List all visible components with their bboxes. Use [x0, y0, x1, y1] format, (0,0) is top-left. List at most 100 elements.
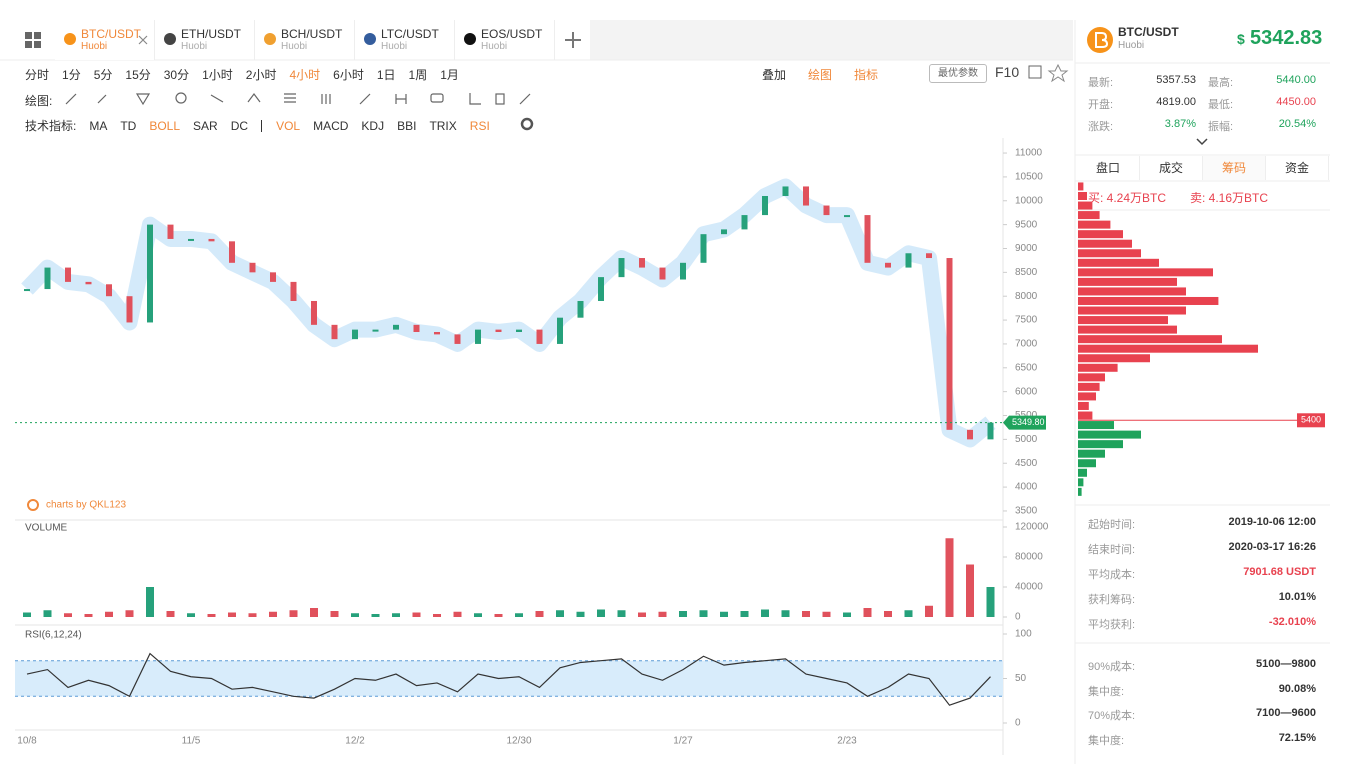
- tab[interactable]: ETH/USDT Huobi: [155, 20, 255, 60]
- interval-option[interactable]: 30分: [163, 68, 190, 82]
- volume-bar: [576, 611, 585, 617]
- volume-bar: [658, 611, 667, 617]
- separator: [261, 119, 263, 132]
- chip-bar: [1078, 268, 1213, 277]
- toolbar-action[interactable]: 叠加: [762, 68, 787, 82]
- indicator-option[interactable]: TRIX: [429, 118, 457, 133]
- x-tick-label: 1/27: [673, 736, 693, 747]
- add-tab[interactable]: [565, 32, 581, 48]
- tab-symbol: BTC/USDT: [81, 27, 141, 41]
- interval-option[interactable]: 1日: [376, 68, 396, 82]
- y-tick-label: 7000: [1015, 339, 1038, 350]
- candle: [167, 224, 174, 239]
- indicator-option[interactable]: MA: [89, 118, 108, 133]
- side-tab[interactable]: 盘口: [1077, 156, 1140, 180]
- settings-icon[interactable]: [520, 117, 534, 131]
- indicator-option[interactable]: BBI: [397, 118, 417, 133]
- detail-value: 2019-10-06 12:00: [1228, 516, 1316, 528]
- candle: [208, 238, 215, 242]
- y-tick-label: 5000: [1015, 434, 1038, 445]
- volume-bar: [884, 611, 892, 617]
- volume-bar: [269, 611, 277, 617]
- toolbar-action[interactable]: 指标: [854, 68, 879, 82]
- indicator-option[interactable]: SAR: [193, 118, 218, 133]
- indicator-option[interactable]: TD: [120, 118, 137, 133]
- tab[interactable]: LTC/USDT Huobi: [355, 20, 455, 60]
- detail-value: -32.010%: [1268, 616, 1316, 628]
- y-tick-label: 11000: [1015, 148, 1043, 159]
- volume-bar: [843, 612, 851, 617]
- volume-bar: [966, 564, 974, 617]
- fullscreen-icon[interactable]: [1028, 65, 1042, 79]
- volume-bar: [740, 611, 749, 617]
- candle: [24, 289, 30, 292]
- stat-value: 20.54%: [1278, 118, 1316, 130]
- interval-option[interactable]: 1月: [440, 68, 459, 82]
- drawing-tools[interactable]: [65, 92, 531, 106]
- candle: [844, 215, 850, 218]
- side-tab[interactable]: 筹码: [1203, 156, 1266, 180]
- y-tick-label: 9500: [1015, 219, 1038, 230]
- volume-bar: [146, 587, 154, 617]
- candle: [85, 281, 92, 285]
- indicator-option[interactable]: MACD: [313, 118, 349, 133]
- interval-bar: 分时 1分 5分 15分 30分 1小时 2小时 4小时 6小时 1日 1周 1月: [25, 66, 472, 83]
- candle: [126, 296, 133, 323]
- x-tick-label: 11/5: [182, 736, 201, 747]
- volume-bar: [679, 611, 687, 617]
- coin-logo-glyph: [1095, 32, 1109, 48]
- tab-exchange: Huobi: [181, 41, 208, 52]
- side-symbol: BTC/USDT: [1118, 25, 1179, 39]
- tab-icon: [164, 33, 176, 45]
- indicator-option[interactable]: KDJ: [361, 118, 385, 133]
- grid-icon[interactable]: [25, 32, 41, 48]
- interval-option[interactable]: 1分: [62, 68, 81, 82]
- interval-option[interactable]: 4小时: [289, 68, 321, 82]
- indicator-option[interactable]: BOLL: [149, 118, 181, 133]
- indicator-option[interactable]: DC: [230, 118, 249, 133]
- best-params-button[interactable]: 最优参数: [929, 64, 987, 83]
- tab[interactable]: BTC/USDT Huobi: [55, 20, 155, 60]
- candle: [372, 329, 379, 332]
- stat-value: 5357.53: [1156, 74, 1196, 86]
- indicator-bar: 技术指标: MA TD BOLL SAR DC VOL MACD KDJ BBI TRIX RSI: [25, 117, 503, 134]
- chip-bar: [1078, 306, 1186, 315]
- detail-label: 平均成本:: [1088, 569, 1136, 581]
- detail-label: 平均获利:: [1088, 619, 1136, 631]
- detail-value: 90.08%: [1278, 682, 1316, 695]
- interval-option[interactable]: 6小时: [333, 68, 364, 82]
- side-tab[interactable]: 资金: [1266, 156, 1329, 180]
- interval-option[interactable]: 15分: [125, 68, 151, 82]
- interval-option[interactable]: 5分: [93, 68, 113, 82]
- volume-bar: [187, 613, 195, 617]
- y-tick-label: 5500: [1015, 410, 1038, 421]
- y-tick-label: 40000: [1015, 582, 1043, 593]
- stat-label: 涨跌:: [1088, 121, 1114, 133]
- toolbar-action[interactable]: 绘图: [808, 68, 833, 82]
- f10-button[interactable]: F10: [995, 64, 1020, 80]
- stat-value: 4819.00: [1156, 96, 1196, 108]
- detail-label: 集中度:: [1088, 685, 1125, 698]
- interval-option[interactable]: 分时: [25, 68, 50, 82]
- y-tick-label: 3500: [1015, 506, 1038, 517]
- volume-bar: [412, 612, 421, 617]
- tab[interactable]: EOS/USDT Huobi: [455, 20, 555, 60]
- volume-bar: [84, 614, 93, 617]
- interval-option[interactable]: 1周: [408, 68, 428, 82]
- chip-marker-label: 5400: [1301, 415, 1321, 425]
- tab-close[interactable]: [138, 32, 148, 45]
- expand-chevron[interactable]: [1196, 138, 1208, 146]
- y-tick-label: 8000: [1015, 291, 1038, 302]
- watermark: charts by QKL123: [46, 500, 126, 511]
- detail-label: 集中度:: [1088, 735, 1125, 748]
- interval-option[interactable]: 2小时: [245, 68, 277, 82]
- side-tab[interactable]: 成交: [1140, 156, 1203, 180]
- chip-bar: [1078, 201, 1093, 210]
- indicator-option[interactable]: VOL: [276, 118, 301, 133]
- interval-option[interactable]: 1小时: [202, 68, 233, 82]
- stat-label: 最低:: [1208, 99, 1234, 111]
- tab-bar-bg: [590, 20, 1073, 60]
- indicator-option[interactable]: RSI: [469, 118, 490, 133]
- tab[interactable]: BCH/USDT Huobi: [255, 20, 355, 60]
- favorite-icon[interactable]: [1047, 63, 1069, 83]
